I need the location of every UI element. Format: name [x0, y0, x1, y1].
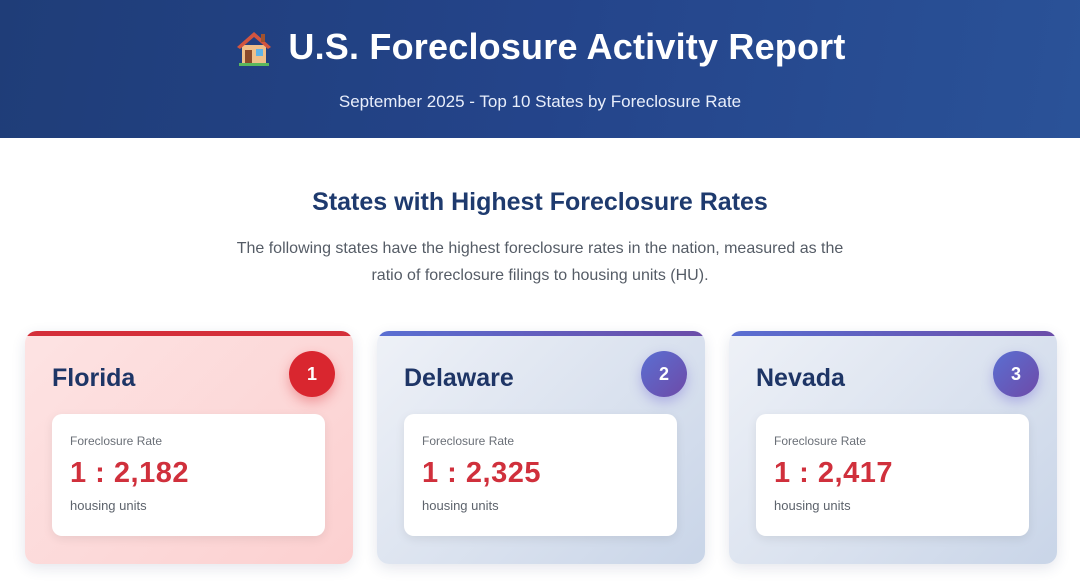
- state-name: Delaware: [404, 364, 514, 392]
- report-header: U.S. Foreclosure Activity Report Septemb…: [0, 0, 1080, 138]
- rank-badge: 3: [993, 351, 1039, 397]
- rate-units: housing units: [422, 498, 499, 513]
- rate-box: Foreclosure Rate 1 : 2,417 housing units: [756, 414, 1029, 536]
- title-text: U.S. Foreclosure Activity Report: [288, 26, 846, 67]
- page-title: U.S. Foreclosure Activity Report: [0, 24, 1080, 70]
- rate-box: Foreclosure Rate 1 : 2,325 housing units: [404, 414, 677, 536]
- house-icon: [237, 32, 272, 66]
- card-accent-bar: [25, 331, 353, 336]
- state-card-nevada: Nevada 3 Foreclosure Rate 1 : 2,417 hous…: [729, 331, 1057, 564]
- state-cards: Florida 1 Foreclosure Rate 1 : 2,182 hou…: [25, 331, 1057, 564]
- rate-value: 1 : 2,417: [774, 457, 893, 489]
- rate-value: 1 : 2,325: [422, 457, 541, 489]
- rate-units: housing units: [774, 498, 851, 513]
- rate-label: Foreclosure Rate: [422, 434, 515, 448]
- state-name: Florida: [52, 364, 136, 392]
- page-subtitle: September 2025 - Top 10 States by Forecl…: [338, 92, 742, 111]
- rate-units: housing units: [70, 498, 147, 513]
- rates-section: States with Highest Foreclosure Rates Th…: [0, 138, 1080, 289]
- rate-label: Foreclosure Rate: [70, 434, 163, 448]
- rate-label: Foreclosure Rate: [774, 434, 867, 448]
- state-name: Nevada: [756, 364, 845, 392]
- section-title: States with Highest Foreclosure Rates: [312, 188, 768, 216]
- rank-badge: 2: [641, 351, 687, 397]
- section-description: The following states have the highest fo…: [236, 240, 844, 284]
- state-card-florida: Florida 1 Foreclosure Rate 1 : 2,182 hou…: [25, 331, 353, 564]
- card-accent-bar: [377, 331, 705, 336]
- card-accent-bar: [729, 331, 1057, 336]
- rate-box: Foreclosure Rate 1 : 2,182 housing units: [52, 414, 325, 536]
- rank-badge: 1: [289, 351, 335, 397]
- state-card-delaware: Delaware 2 Foreclosure Rate 1 : 2,325 ho…: [377, 331, 705, 564]
- rate-value: 1 : 2,182: [70, 457, 189, 489]
